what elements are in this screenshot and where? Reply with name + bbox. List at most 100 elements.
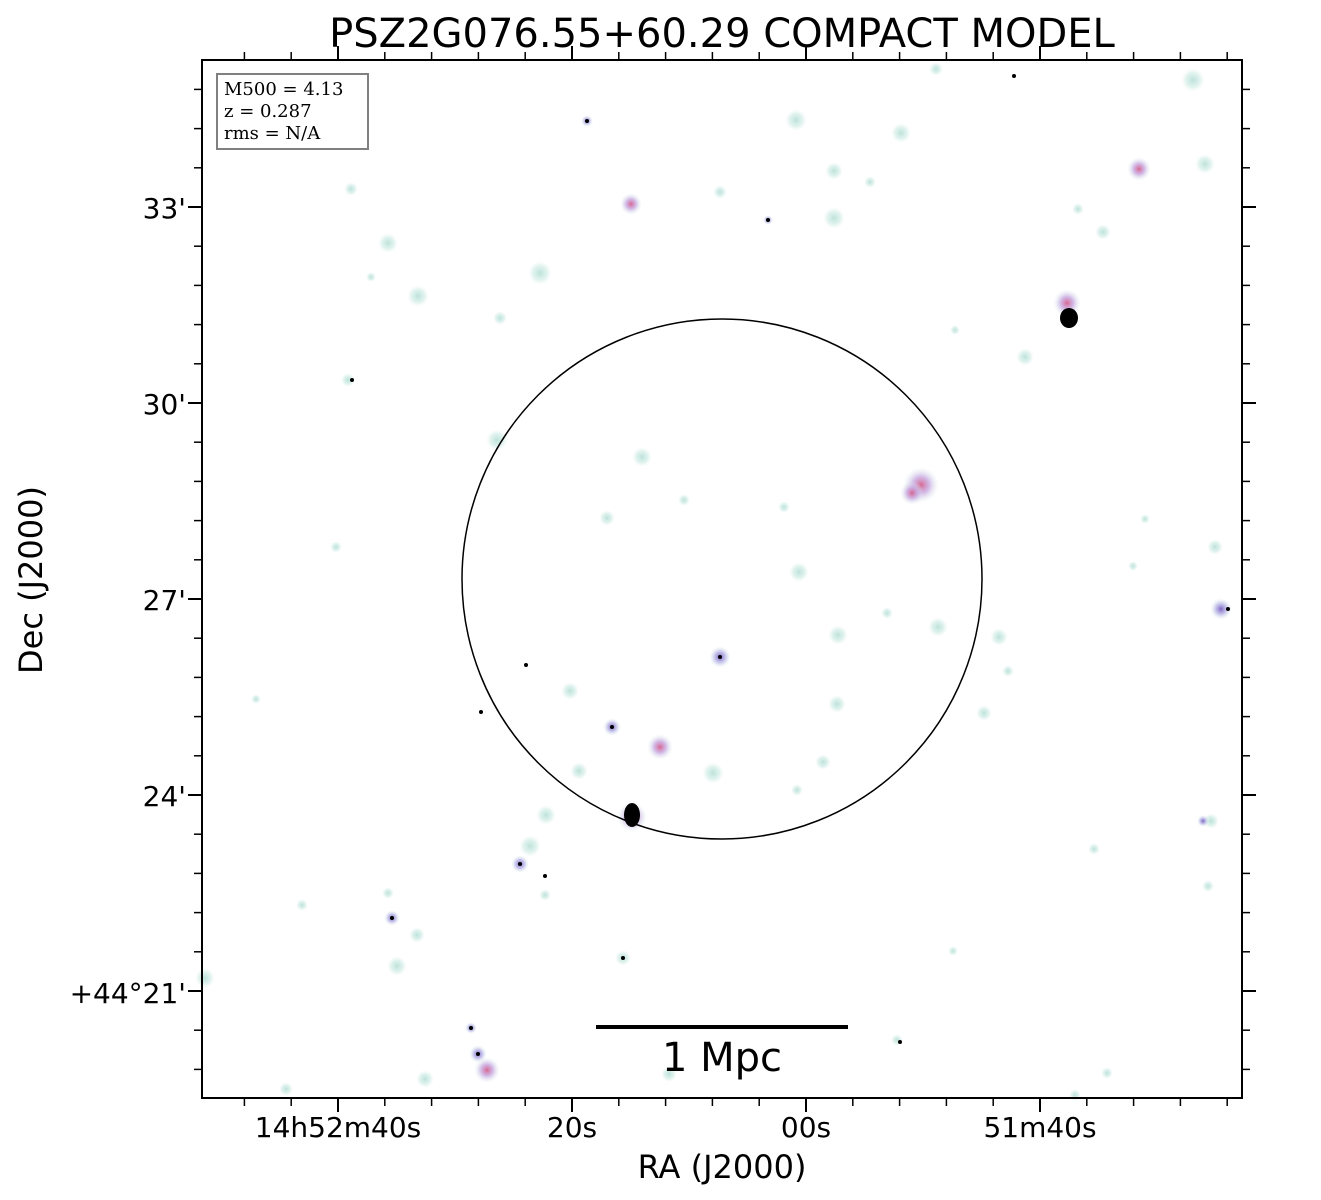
radio-source xyxy=(976,705,992,721)
radio-source xyxy=(1088,843,1100,855)
plot-title: PSZ2G076.55+60.29 COMPACT MODEL xyxy=(329,11,1115,57)
radio-source xyxy=(881,607,893,619)
radio-source xyxy=(407,285,429,307)
radio-source xyxy=(1128,561,1138,571)
radio-source xyxy=(1127,157,1151,181)
radio-source xyxy=(409,927,425,943)
radio-source xyxy=(416,1070,434,1088)
radio-source xyxy=(948,946,958,956)
radio-source xyxy=(891,123,911,143)
y-tick-label-5: +44°21' xyxy=(70,977,186,1010)
radio-source-core xyxy=(1226,607,1230,611)
radio-source-core xyxy=(1060,308,1078,328)
x-axis-label: RA (J2000) xyxy=(638,1148,807,1186)
radio-source xyxy=(1202,880,1214,892)
radio-source xyxy=(341,373,355,387)
radio-source-core xyxy=(766,218,770,222)
radio-source xyxy=(929,62,943,76)
scale-bar-label: 1 Mpc xyxy=(662,1035,782,1081)
radio-source xyxy=(1072,203,1084,215)
radio-source xyxy=(528,261,552,285)
radio-source-core xyxy=(621,956,625,960)
radio-source xyxy=(990,628,1008,646)
cluster-aperture-circle xyxy=(461,318,983,840)
radio-source-core xyxy=(469,1026,473,1030)
radio-source-core xyxy=(518,862,522,866)
radio-source xyxy=(1210,598,1232,620)
x-tick-label-2: 20s xyxy=(547,1111,597,1144)
radio-sources xyxy=(195,62,1232,1101)
radio-source xyxy=(1069,1089,1081,1101)
radio-source xyxy=(1197,815,1209,827)
radio-source xyxy=(620,193,642,215)
radio-source xyxy=(713,185,727,199)
radio-source xyxy=(785,109,807,131)
x-tick-label-4: 51m40s xyxy=(983,1111,1096,1144)
radio-source xyxy=(1095,224,1111,240)
radio-source xyxy=(493,311,507,325)
radio-source xyxy=(828,625,848,645)
y-tick-label-3: 27' xyxy=(143,584,186,617)
y-tick-label-1: 33' xyxy=(143,192,186,225)
radio-source xyxy=(815,754,831,770)
radio-source xyxy=(378,233,398,253)
radio-source xyxy=(599,510,615,526)
radio-source xyxy=(1140,514,1150,524)
x-tick-label-1: 14h52m40s xyxy=(255,1111,422,1144)
radio-source xyxy=(823,207,845,229)
y-tick-label-4: 24' xyxy=(143,780,186,813)
scale-bar: 1 Mpc xyxy=(596,1025,848,1081)
radio-source xyxy=(702,762,724,784)
radio-source xyxy=(279,1082,293,1096)
radio-source xyxy=(778,501,790,513)
y-tick-label-2: 30' xyxy=(143,388,186,421)
radio-source xyxy=(474,1057,500,1083)
radio-source xyxy=(1002,665,1014,677)
radio-source xyxy=(647,734,673,760)
radio-source-core xyxy=(718,655,722,659)
radio-source xyxy=(825,162,843,180)
radio-source xyxy=(791,784,803,796)
radio-source xyxy=(632,447,652,467)
radio-source xyxy=(1195,154,1215,174)
axis-ticks xyxy=(188,46,1256,1112)
radio-source xyxy=(195,968,215,988)
radio-source xyxy=(519,835,541,857)
radio-source xyxy=(344,182,358,196)
radio-source-core xyxy=(898,1040,902,1044)
radio-source xyxy=(891,1034,903,1046)
radio-source-core xyxy=(610,725,614,729)
radio-source-core xyxy=(350,378,354,382)
radio-source-core xyxy=(1012,74,1016,78)
info-box: M500 = 4.13 z = 0.287 rms = N/A xyxy=(216,73,369,150)
info-line-redshift: z = 0.287 xyxy=(224,101,312,122)
radio-source-core xyxy=(585,119,589,123)
radio-source-core xyxy=(390,916,394,920)
radio-source xyxy=(1181,68,1205,92)
sky-image xyxy=(195,60,1242,1101)
radio-source xyxy=(828,695,846,713)
radio-source xyxy=(678,494,690,506)
radio-source xyxy=(864,176,876,188)
radio-source xyxy=(486,429,508,451)
radio-source xyxy=(1207,539,1223,555)
radio-source xyxy=(296,899,308,911)
info-line-mass: M500 = 4.13 xyxy=(224,79,343,100)
radio-source xyxy=(539,889,551,901)
radio-source-core xyxy=(524,663,528,667)
radio-source-core xyxy=(543,874,547,878)
radio-source xyxy=(789,562,809,582)
radio-source xyxy=(536,805,556,825)
radio-source xyxy=(950,325,960,335)
y-axis-label: Dec (J2000) xyxy=(12,486,50,674)
radio-source xyxy=(900,481,924,505)
radio-source xyxy=(251,694,261,704)
radio-source-core xyxy=(479,710,483,714)
plot-frame xyxy=(201,59,1243,1099)
radio-source xyxy=(1016,348,1034,366)
info-line-rms: rms = N/A xyxy=(224,123,321,144)
radio-source xyxy=(561,682,579,700)
radio-source xyxy=(330,541,342,553)
radio-source-core xyxy=(476,1052,480,1056)
radio-source xyxy=(661,1066,677,1082)
